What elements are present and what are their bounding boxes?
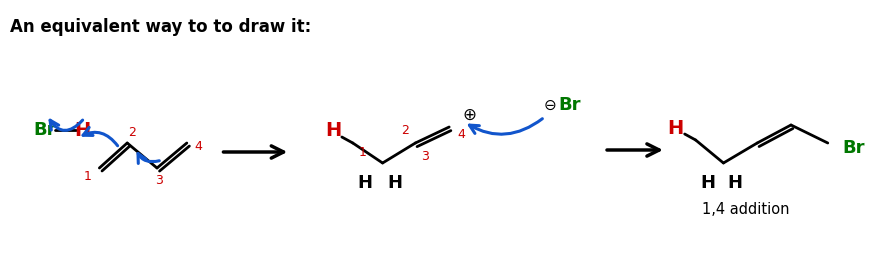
Text: H: H (387, 174, 401, 192)
Text: H: H (727, 174, 742, 192)
Text: H: H (357, 174, 372, 192)
Text: Br: Br (558, 96, 580, 114)
Text: 1: 1 (358, 147, 366, 160)
Text: 1: 1 (83, 169, 91, 183)
Text: H: H (700, 174, 714, 192)
Text: 3: 3 (155, 173, 163, 186)
Text: H: H (324, 121, 341, 140)
Text: H: H (667, 119, 683, 137)
Text: Br: Br (33, 121, 56, 139)
Text: ⊖: ⊖ (543, 98, 556, 113)
Text: 1,4 addition: 1,4 addition (700, 202, 788, 217)
Text: ⊕: ⊕ (461, 106, 475, 124)
Text: H: H (74, 120, 90, 139)
Text: An equivalent way to to draw it:: An equivalent way to to draw it: (10, 18, 311, 36)
Text: 4: 4 (456, 129, 465, 141)
Text: 2: 2 (401, 124, 409, 137)
Text: 3: 3 (421, 150, 428, 163)
Text: Br: Br (842, 139, 864, 157)
Text: 2: 2 (128, 126, 136, 139)
Text: 4: 4 (195, 139, 202, 152)
